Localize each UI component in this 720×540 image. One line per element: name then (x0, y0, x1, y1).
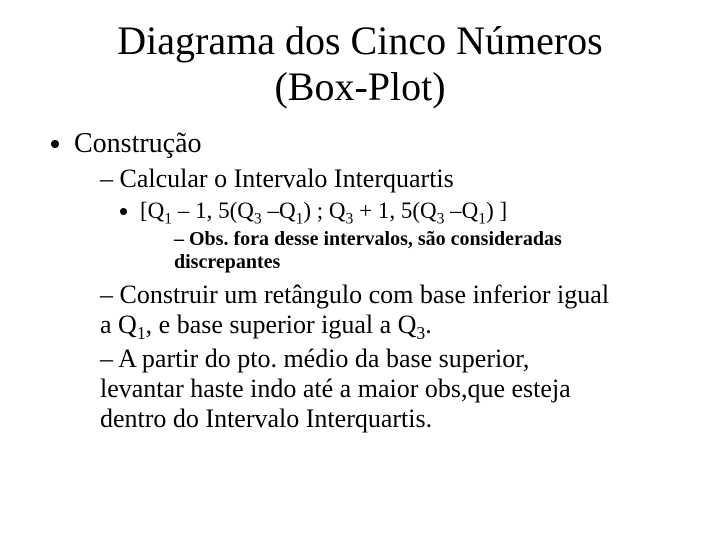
construir-line1: Construir um retângulo com base inferior… (120, 280, 610, 309)
title-line-2: (Box-Plot) (274, 64, 445, 109)
bullet-list-level3: [Q1 – 1, 5(Q3 –Q1) ; Q3 + 1, 5(Q3 –Q1) ]… (100, 198, 680, 274)
title-line-1: Diagrama dos Cinco Números (117, 18, 602, 63)
apartir-line1: A partir do pto. médio da base superior, (118, 344, 529, 373)
apartir-line2: levantar haste indo até a maior obs,que … (100, 374, 571, 403)
bullet-list-level2: Calcular o Intervalo Interquartis [Q1 – … (74, 164, 680, 434)
bullet-construir: Construir um retângulo com base inferior… (100, 280, 680, 340)
slide-title: Diagrama dos Cinco Números (Box-Plot) (40, 18, 680, 110)
formula-text: [Q1 – 1, 5(Q3 –Q1) ; Q3 + 1, 5(Q3 –Q1) ] (140, 198, 507, 223)
bullet-list-level4: Obs. fora desse intervalos, são consider… (140, 228, 680, 274)
bullet-calcular-label: Calcular o Intervalo Interquartis (120, 164, 454, 193)
bullet-formula: [Q1 – 1, 5(Q3 –Q1) ; Q3 + 1, 5(Q3 –Q1) ]… (140, 198, 680, 274)
bullet-calcular: Calcular o Intervalo Interquartis [Q1 – … (100, 164, 680, 274)
slide: Diagrama dos Cinco Números (Box-Plot) Co… (0, 0, 720, 540)
bullet-construcao: Construção Calcular o Intervalo Interqua… (74, 128, 680, 434)
construir-line2: a Q1, e base superior igual a Q3. (100, 310, 432, 339)
obs-line2: discrepantes (174, 251, 280, 273)
bullet-list-level1: Construção Calcular o Intervalo Interqua… (40, 128, 680, 434)
obs-line1: Obs. fora desse intervalos, são consider… (189, 228, 562, 250)
apartir-line3: dentro do Intervalo Interquartis. (100, 404, 432, 433)
bullet-construcao-label: Construção (74, 128, 202, 159)
bullet-apartir: A partir do pto. médio da base superior,… (100, 344, 680, 434)
bullet-obs: Obs. fora desse intervalos, são consider… (174, 228, 680, 274)
